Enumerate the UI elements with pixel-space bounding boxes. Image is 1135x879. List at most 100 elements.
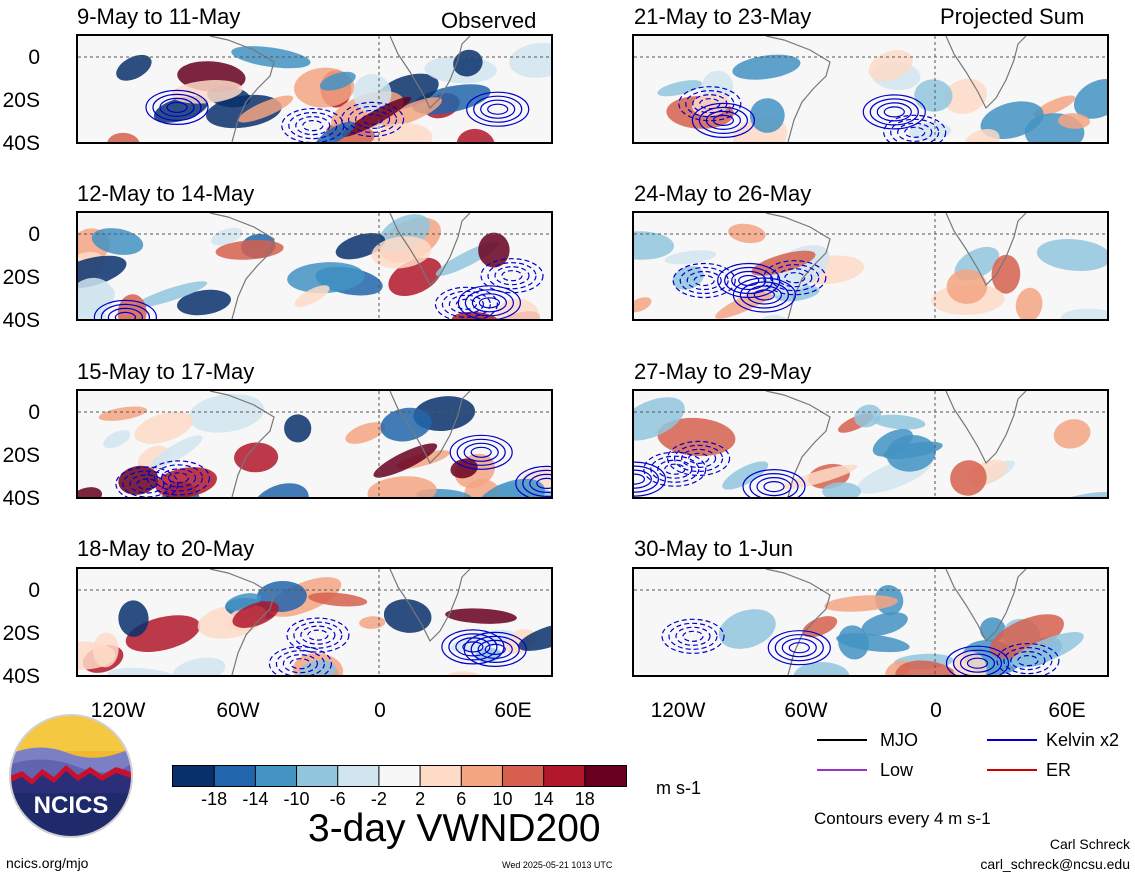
footer-email: carl_schreck@ncsu.edu: [980, 856, 1130, 872]
panel-title: 21-May to 23-May: [634, 4, 812, 29]
shading-blob: [782, 464, 858, 489]
panel-title: 24-May to 26-May: [634, 181, 812, 206]
kelvin-contour: [693, 274, 715, 287]
kelvin-contour: [643, 451, 707, 487]
kelvin-contour: [536, 477, 551, 489]
panel-title: 12-May to 14-May: [77, 181, 255, 206]
map-panel: [632, 389, 1109, 499]
kelvin-contour: [685, 90, 735, 118]
shading-blob: [732, 54, 801, 80]
x-tick-label: 120W: [90, 699, 146, 722]
panel-title: 9-May to 11-May: [77, 4, 241, 29]
shading-blob: [177, 289, 231, 316]
y-tick-label: 20S: [2, 622, 40, 645]
logo-text: NCICS: [33, 792, 109, 819]
shading-blob: [868, 50, 913, 82]
map-panel: [76, 34, 553, 144]
shading-blob: [478, 232, 510, 268]
legend-swatch-mjo: [817, 739, 867, 741]
kelvin-contour: [281, 108, 345, 142]
shading-blob: [657, 80, 703, 97]
kelvin-contour: [275, 650, 325, 675]
colorbar-segment: [255, 766, 298, 786]
kelvin-contour: [348, 105, 398, 134]
kelvin-contour: [763, 260, 827, 296]
kelvin-contour: [774, 634, 824, 662]
x-tick-label: 0: [930, 699, 942, 722]
shading-blob: [383, 599, 432, 633]
shading-blob: [895, 660, 962, 675]
panel-title: 18-May to 20-May: [77, 536, 255, 561]
shading-blob: [634, 297, 652, 313]
shading-blob: [116, 54, 152, 81]
kelvin-contour: [100, 303, 150, 319]
kelvin-contour: [448, 633, 498, 661]
kelvin-contour: [731, 270, 767, 291]
kelvin-contour: [876, 102, 912, 122]
kelvin-contour: [883, 114, 947, 142]
y-tick-label: 0: [28, 579, 40, 602]
shading-blob: [232, 601, 279, 628]
shading-blob: [117, 294, 147, 319]
kelvin-contour: [650, 455, 700, 483]
shading-blob: [718, 609, 776, 649]
shading-blob: [252, 483, 309, 497]
y-tick-label: 40S: [2, 132, 40, 155]
kelvin-contour: [763, 480, 785, 493]
kelvin-contour: [883, 106, 905, 118]
kelvin-contour: [166, 101, 188, 114]
kelvin-contour: [657, 459, 693, 479]
colorbar: [172, 765, 627, 787]
shading-blob: [1036, 239, 1107, 271]
kelvin-contour: [675, 626, 711, 646]
kelvin-contour: [473, 95, 523, 123]
shading-blob: [854, 404, 882, 428]
shading-blob: [914, 79, 953, 112]
kelvin-contour: [996, 643, 1060, 675]
y-tick-label: 20S: [2, 89, 40, 112]
kelvin-contour: [698, 106, 749, 135]
kelvin-contour: [661, 618, 725, 654]
legend-swatch-kelvin: [987, 739, 1037, 741]
kelvin-contour: [160, 468, 197, 488]
kelvin-contour: [449, 434, 513, 470]
kelvin-contour: [634, 461, 666, 497]
shading-blob: [474, 478, 545, 497]
shading-blob: [453, 49, 483, 77]
colorbar-tick-label: -10: [283, 789, 310, 809]
y-tick-label: 40S: [2, 487, 40, 510]
shading-blob: [824, 595, 898, 612]
shading-blob: [78, 641, 116, 670]
shading-blob: [989, 614, 1064, 659]
shading-blob: [287, 262, 365, 294]
y-tick-label: 0: [28, 223, 40, 246]
legend-swatch-er: [987, 769, 1037, 771]
colorbar-segment: [337, 766, 380, 786]
kelvin-contour: [634, 473, 645, 485]
kelvin-contour: [666, 440, 731, 477]
contour-note: Contours every 4 m s-1: [814, 809, 991, 828]
kelvin-contour: [784, 272, 806, 284]
kelvin-contour: [897, 122, 933, 142]
kelvin-contour: [522, 469, 551, 497]
colorbar-segment: [584, 766, 627, 786]
kelvin-contour: [487, 103, 509, 115]
kelvin-contour: [463, 442, 499, 462]
map-panel-svg: [634, 569, 1107, 675]
shading-blob: [78, 487, 103, 497]
kelvin-contour: [159, 97, 195, 118]
kelvin-contour: [114, 311, 136, 319]
shading-blob: [118, 600, 149, 637]
shading-blob: [211, 227, 243, 246]
kelvin-contour: [282, 654, 318, 674]
kelvin-contour: [781, 638, 817, 658]
kelvin-contour: [691, 102, 756, 139]
kelvin-contour: [146, 460, 211, 496]
shading-blob: [634, 231, 675, 260]
colorbar-tick-label: -14: [242, 789, 269, 809]
kelvin-contour: [756, 476, 792, 497]
shading-blob: [1015, 287, 1043, 319]
kelvin-contour: [890, 118, 940, 142]
kelvin-contour: [904, 126, 926, 138]
footer-author: Carl Schreck: [1049, 836, 1130, 852]
